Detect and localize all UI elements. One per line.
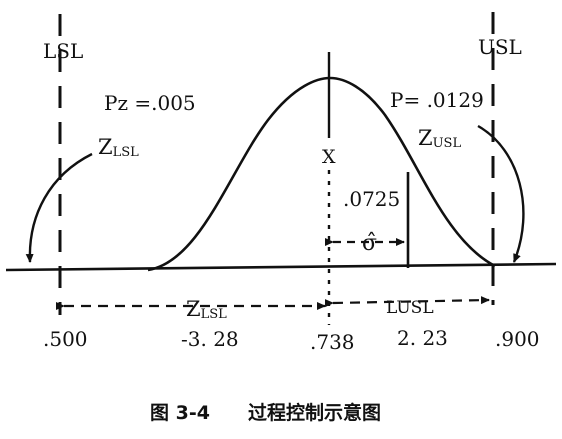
z-lsl-bottom-sub: LSL [201, 307, 228, 322]
figure-title: 过程控制示意图 [248, 401, 381, 424]
x-bar-label: X [322, 146, 336, 168]
tail-value-label: .0725 [343, 187, 400, 211]
figure-number: 图 3-4 [150, 402, 210, 424]
z-usl-right-sub: USL [433, 136, 462, 151]
baseline [5, 262, 557, 272]
z-lsl-left-label: ZLSL [98, 135, 139, 160]
z-lsl-left-sub: LSL [113, 145, 140, 160]
mean-value: .738 [310, 330, 355, 354]
z-usl-right-main: Z [418, 126, 433, 150]
z-lsl-left-main: Z [98, 135, 113, 159]
usl-value: .900 [495, 327, 540, 351]
z-usl-value: 2. 23 [397, 326, 448, 350]
z-usl-right-label: ZUSL [418, 126, 461, 151]
right-curved-arrow [477, 124, 525, 263]
pz-label: Pz =.005 [104, 91, 196, 115]
z-lsl-value: -3. 28 [181, 327, 239, 351]
p-label: P= .0129 [390, 88, 484, 112]
left-curved-arrow [25, 152, 93, 263]
z-usl-arrow [324, 296, 490, 308]
z-lsl-bottom-main: Z [186, 297, 201, 321]
usl-label: USL [478, 35, 522, 59]
lsl-value: .500 [43, 327, 88, 351]
z-usl-bottom-label: LUSL [386, 298, 434, 318]
z-lsl-bottom-label: ZLSL [186, 297, 227, 322]
sigma-label: σ̂ [362, 231, 377, 256]
lsl-label: LSL [43, 39, 83, 63]
